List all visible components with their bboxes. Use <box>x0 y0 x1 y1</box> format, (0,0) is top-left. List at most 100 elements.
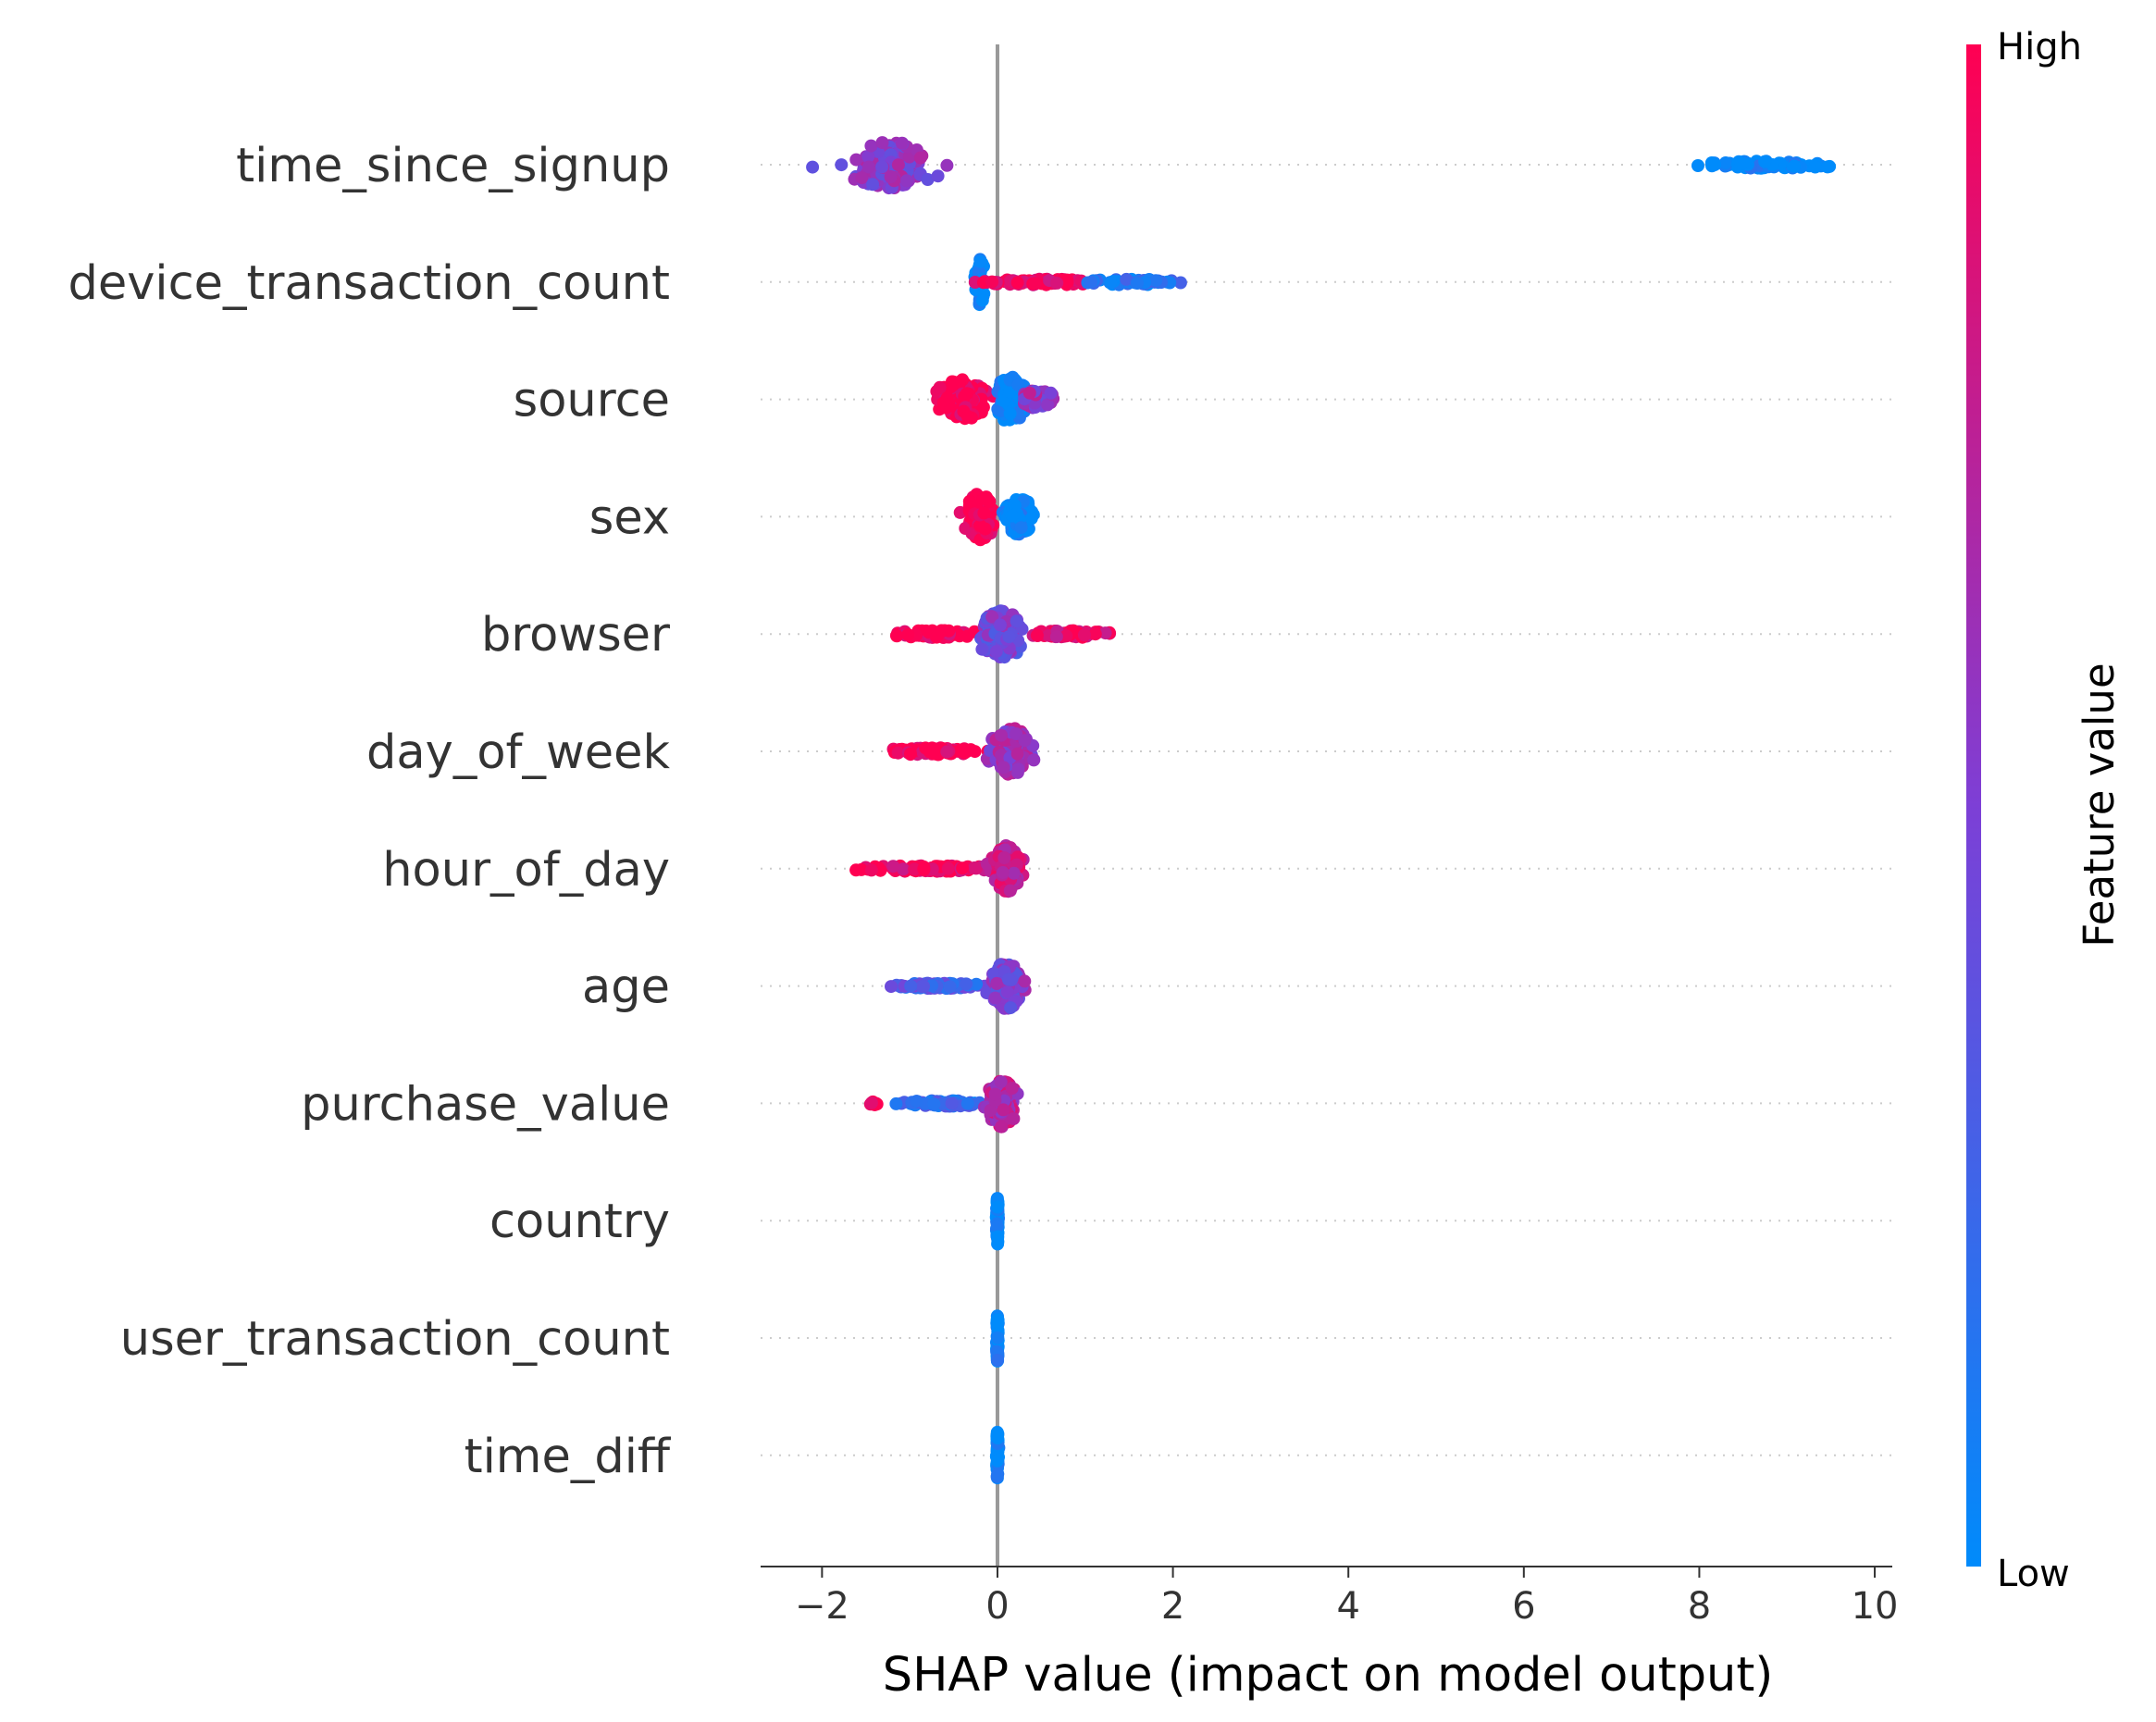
data-point <box>885 980 898 994</box>
x-tick-label: 8 <box>1688 1585 1711 1628</box>
data-points <box>806 136 1837 1485</box>
data-point <box>960 629 974 643</box>
data-point <box>930 630 944 644</box>
feature-points-group <box>989 1192 1005 1251</box>
data-point <box>864 863 878 877</box>
data-point <box>991 1316 1005 1329</box>
data-point <box>904 979 918 993</box>
data-point <box>910 1095 923 1109</box>
data-point <box>996 866 1010 879</box>
feature-label: time_since_signup <box>236 139 670 193</box>
data-point <box>1010 614 1023 628</box>
data-point <box>988 991 1002 1005</box>
feature-label: time_diff <box>465 1430 672 1484</box>
data-point <box>990 1454 1004 1468</box>
data-point <box>1007 1112 1021 1125</box>
data-point <box>991 1354 1004 1367</box>
data-point <box>991 1331 1005 1344</box>
data-point <box>984 1104 997 1117</box>
data-point <box>1007 866 1021 880</box>
data-point <box>1022 386 1036 400</box>
data-point <box>975 293 989 307</box>
data-point <box>1011 762 1025 776</box>
data-point <box>985 610 999 624</box>
data-point <box>994 1075 1008 1089</box>
data-point <box>958 746 972 760</box>
feature-label: age <box>582 960 670 1015</box>
data-point <box>1003 884 1017 898</box>
data-point <box>899 174 913 188</box>
data-point <box>995 1120 1009 1134</box>
data-point <box>945 1096 959 1110</box>
data-point <box>958 390 972 403</box>
data-point <box>1060 276 1074 289</box>
data-point <box>891 158 905 172</box>
data-point <box>1028 277 1042 291</box>
data-point <box>990 976 1004 990</box>
data-point <box>1003 407 1017 420</box>
data-point <box>923 745 936 759</box>
feature-label: sex <box>589 490 670 545</box>
data-point <box>1024 512 1038 526</box>
feature-label: hour_of_day <box>382 843 670 898</box>
feature-points-group <box>863 1074 1024 1134</box>
feature-label: device_transaction_count <box>68 256 671 311</box>
data-point <box>1044 386 1058 400</box>
data-point <box>997 1103 1010 1117</box>
data-point <box>891 746 905 760</box>
data-point <box>1734 156 1748 170</box>
data-point <box>1788 159 1801 173</box>
data-point <box>985 275 999 289</box>
x-tick-label: −2 <box>795 1585 849 1628</box>
data-point <box>849 153 863 167</box>
data-point <box>917 980 930 993</box>
data-point <box>1014 521 1028 535</box>
data-point <box>991 1200 1005 1214</box>
data-point <box>904 747 917 761</box>
data-point <box>1027 753 1041 767</box>
x-axis-title: SHAP value (impact on model output) <box>883 1648 1774 1703</box>
data-point <box>875 160 889 174</box>
data-point <box>897 862 911 876</box>
data-point <box>855 171 869 185</box>
data-point <box>921 173 935 186</box>
data-point <box>989 645 1003 659</box>
feature-points-group <box>806 136 1837 195</box>
data-point <box>1077 628 1091 642</box>
data-point <box>864 139 878 153</box>
feature-points-group <box>930 370 1060 427</box>
data-point <box>866 178 880 192</box>
data-point <box>973 519 987 533</box>
feature-points-group <box>953 488 1040 547</box>
data-point <box>942 624 956 638</box>
data-point <box>889 1096 903 1110</box>
data-point <box>1718 156 1732 169</box>
data-point <box>886 860 900 873</box>
colorbar: High Low Feature value <box>1966 26 2124 1595</box>
data-point <box>987 967 1001 981</box>
data-point <box>960 410 974 423</box>
data-point <box>1691 159 1704 172</box>
data-point <box>977 506 991 520</box>
data-point <box>940 158 954 172</box>
data-point <box>960 1096 974 1110</box>
data-point <box>1010 747 1024 761</box>
data-point <box>1173 276 1187 290</box>
data-point <box>997 851 1011 864</box>
data-point <box>864 1096 878 1109</box>
data-point <box>1001 972 1015 986</box>
data-point <box>1821 160 1834 174</box>
feature-label: source <box>514 374 670 428</box>
data-point <box>1059 629 1073 643</box>
data-point <box>927 1097 941 1111</box>
data-point <box>1708 158 1722 171</box>
data-point <box>861 150 875 163</box>
data-point <box>941 861 955 875</box>
data-point <box>1004 1001 1018 1015</box>
data-point <box>1006 509 1019 523</box>
data-point <box>956 861 970 875</box>
data-point <box>890 629 904 643</box>
data-point <box>1050 276 1064 290</box>
